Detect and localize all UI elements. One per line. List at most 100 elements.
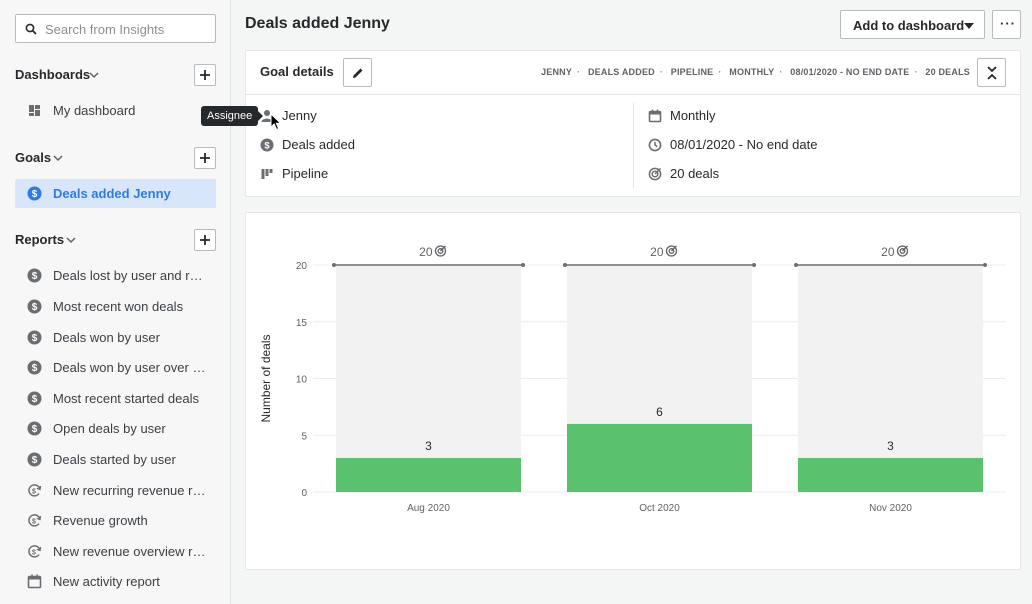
svg-text:$: $ [32, 394, 38, 405]
sidebar-item-report[interactable]: $ Deals won by user [15, 323, 216, 352]
dollar-circle-icon: $ [27, 268, 42, 283]
add-to-dashboard-button[interactable]: Add to dashboard [840, 10, 985, 39]
sidebar-item-label: Deals lost by user and rea… [53, 268, 209, 283]
svg-text:$: $ [32, 549, 36, 556]
goals-section-header[interactable]: Goals [15, 147, 216, 169]
sidebar-item-report[interactable]: $ Deals lost by user and rea… [15, 261, 216, 290]
reports-section-header[interactable]: Reports [15, 229, 216, 251]
calendar-icon [27, 574, 42, 589]
mouse-cursor-icon [270, 113, 282, 131]
recurring-revenue-icon: $ [28, 484, 42, 497]
y-tick-label: 20 [296, 261, 308, 272]
pipeline-icon [261, 169, 273, 179]
sidebar-item-my-dashboard[interactable]: My dashboard [15, 96, 216, 125]
goal-value-label: 20 [650, 245, 664, 259]
bar [567, 423, 752, 492]
sidebar-item-deals-added-jenny[interactable]: $ Deals added Jenny [15, 179, 216, 208]
page-title: Deals added Jenny [245, 15, 390, 32]
detail-label: Pipeline [282, 166, 329, 181]
sidebar-item-report[interactable]: New activity report [15, 567, 216, 596]
svg-text:$: $ [32, 302, 38, 313]
collapse-icon [987, 66, 997, 80]
sidebar-item-label: Deals added Jenny [53, 186, 171, 201]
search-box[interactable] [15, 14, 216, 43]
pencil-icon [353, 68, 363, 78]
sidebar-item-report[interactable]: $ Deals started by user [15, 445, 216, 474]
goal-details-title: Goal details [260, 64, 334, 79]
sidebar-item-report[interactable]: $ Open deals by user [15, 414, 216, 443]
more-options-button[interactable]: ··· [992, 10, 1021, 39]
crumb: PIPELINE [670, 67, 714, 77]
sidebar-item-report[interactable]: $ Most recent won deals [15, 292, 216, 321]
svg-text:$: $ [264, 141, 270, 152]
clock-icon [648, 138, 662, 152]
sidebar-item-label: Deals won by user over ti… [53, 360, 209, 375]
goal-bar-background [336, 265, 521, 492]
x-tick-label: Aug 2020 [407, 503, 450, 514]
sidebar-item-label: Revenue growth [53, 513, 148, 528]
y-tick-label: 10 [296, 375, 308, 386]
goals-title: Goals [15, 150, 52, 165]
goal-summary-breadcrumb: JENNY · DEALS ADDED · PIPELINE · MONTHLY · 0… [541, 67, 970, 77]
reports-title: Reports [15, 232, 65, 247]
svg-text:$: $ [32, 333, 38, 344]
svg-text:$: $ [32, 271, 38, 282]
crumb: 08/01/2020 - NO END DATE [790, 67, 910, 77]
sidebar-item-report[interactable]: $ Most recent started deals [15, 384, 216, 413]
add-report-button[interactable] [194, 229, 216, 251]
detail-label: Deals added [282, 137, 355, 152]
plus-icon [200, 235, 210, 245]
goal-value-label: 20 [419, 245, 433, 259]
plus-icon [200, 153, 210, 163]
dashboards-section-header[interactable]: Dashboards [15, 64, 216, 86]
y-tick-label: 0 [301, 488, 307, 499]
detail-label: 08/01/2020 - No end date [670, 137, 818, 152]
sidebar-item-report[interactable]: $ New revenue overview re… [15, 537, 216, 566]
dollar-circle-icon: $ [27, 299, 42, 314]
target-icon [896, 245, 909, 257]
dollar-circle-icon: $ [27, 452, 42, 467]
sidebar-item-label: New revenue overview re… [53, 544, 209, 559]
add-goal-button[interactable] [194, 147, 216, 169]
add-dashboard-button[interactable] [194, 64, 216, 86]
bar-value-label: 3 [887, 439, 894, 453]
collapse-details-button[interactable] [977, 58, 1006, 87]
svg-text:$: $ [32, 189, 38, 200]
ellipsis-icon: ··· [1000, 16, 1016, 31]
goal-bar-background [798, 265, 983, 492]
column-divider [633, 103, 634, 188]
sidebar-item-report[interactable]: $ New recurring revenue re… [15, 476, 216, 505]
svg-text:$: $ [32, 488, 36, 495]
sidebar-item-report[interactable]: $ Deals won by user over ti… [15, 353, 216, 382]
dollar-circle-icon: $ [27, 186, 42, 201]
bar-value-label: 3 [425, 439, 432, 453]
sidebar-item-report[interactable]: $ Revenue growth [15, 506, 216, 535]
goal-details-header: Goal details JENNY · DEALS ADDED · PIPELIN… [246, 51, 1020, 95]
sidebar-item-label: Deals won by user [53, 330, 160, 345]
dollar-circle-icon: $ [27, 421, 42, 436]
chart-card: Number of deals 0 5 10 15 20 3 20 Aug 2020 6 20 Oct… [245, 212, 1021, 570]
caret-down-icon [964, 23, 974, 29]
chevron-down-icon[interactable] [89, 70, 99, 80]
sidebar-item-label: Open deals by user [53, 421, 166, 436]
goal-line-endpoint [521, 263, 525, 267]
y-tick-label: 15 [296, 318, 308, 329]
calendar-icon [648, 109, 662, 123]
plus-icon [200, 70, 210, 80]
bar [798, 457, 983, 492]
detail-label: Jenny [282, 108, 317, 123]
goal-line-endpoint [752, 263, 756, 267]
edit-goal-button[interactable] [343, 58, 372, 87]
detail-label: Monthly [670, 108, 716, 123]
add-to-dashboard-label: Add to dashboard [853, 18, 965, 33]
goal-line-endpoint [794, 263, 798, 267]
chevron-down-icon[interactable] [53, 153, 63, 163]
dollar-circle-icon: $ [27, 360, 42, 375]
search-input[interactable] [45, 19, 210, 39]
crumb: JENNY [541, 67, 573, 77]
target-icon [665, 245, 678, 257]
goal-line-endpoint [983, 263, 987, 267]
bar [336, 457, 521, 492]
chevron-down-icon[interactable] [66, 235, 76, 245]
dollar-circle-icon: $ [27, 330, 42, 345]
